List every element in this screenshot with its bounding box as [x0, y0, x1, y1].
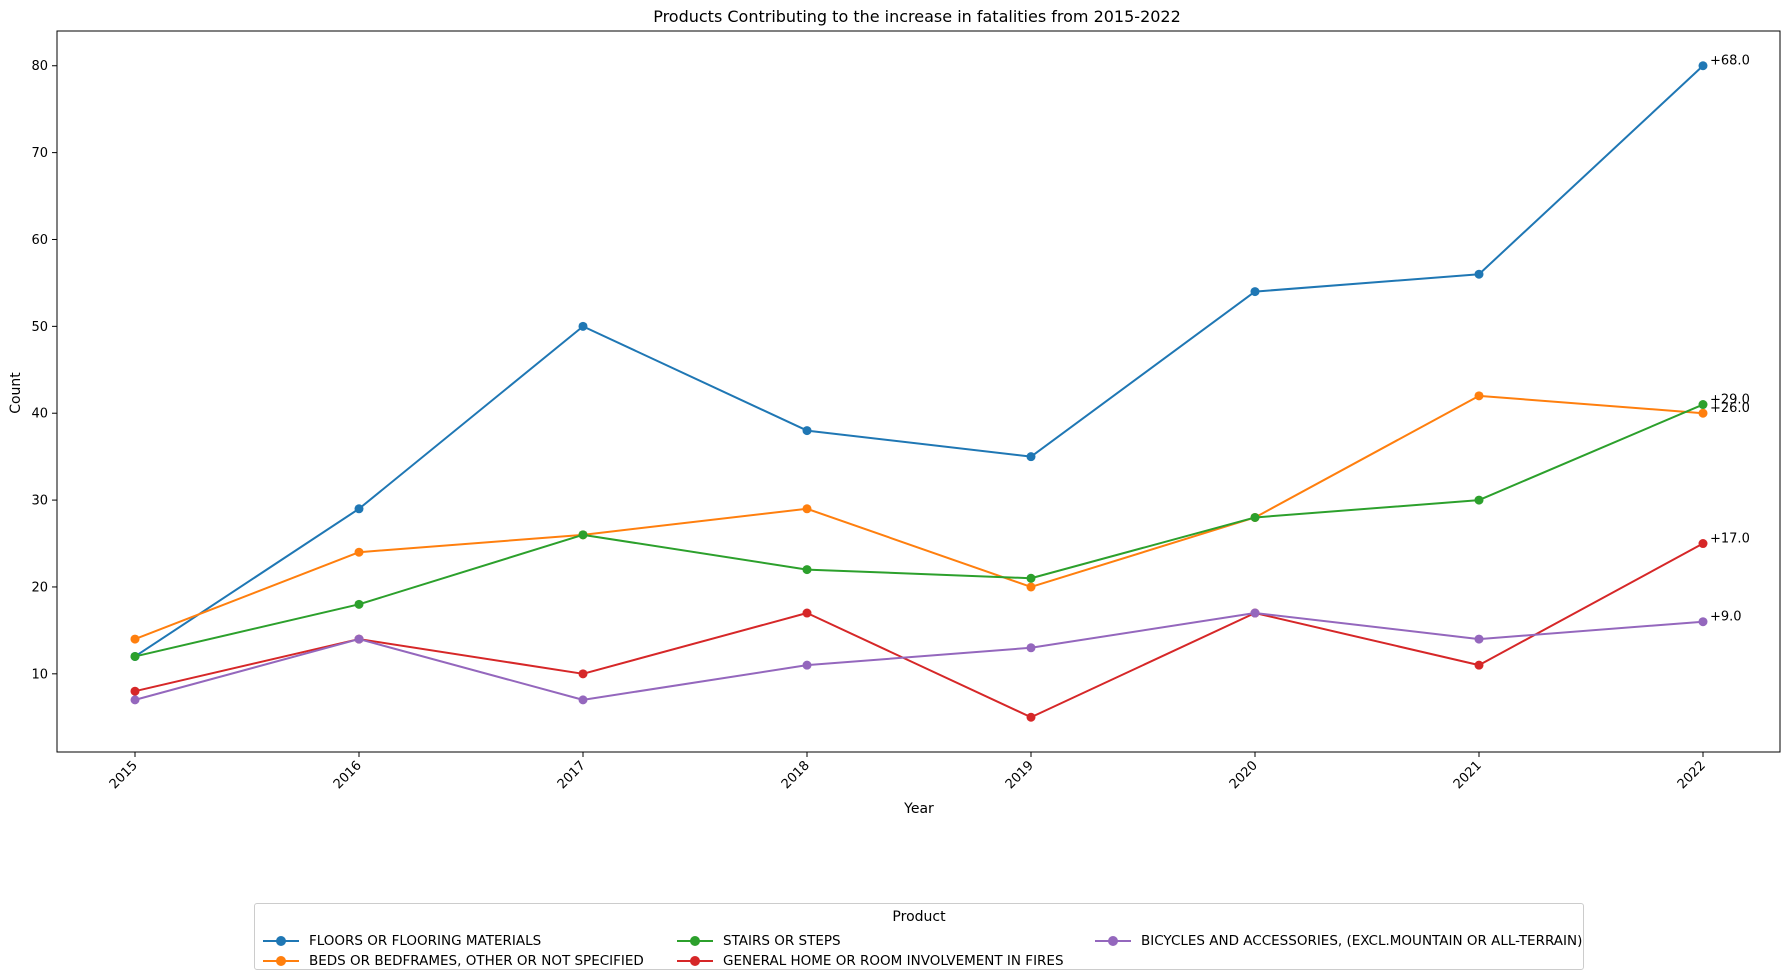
- data-point: [802, 608, 812, 618]
- y-tick-label: 80: [31, 59, 48, 74]
- y-tick-label: 10: [31, 667, 48, 682]
- y-axis-title: Count: [8, 372, 24, 414]
- data-point: [354, 547, 364, 557]
- data-point: [1698, 400, 1708, 410]
- series-line: [134, 394, 1704, 641]
- data-point: [354, 599, 364, 609]
- data-point: [1250, 512, 1260, 522]
- x-tick-label: 2021: [1451, 758, 1485, 792]
- x-tick-label: 2018: [779, 758, 813, 792]
- data-point: [1026, 712, 1036, 722]
- legend-label: FLOORS OR FLOORING MATERIALS: [309, 933, 542, 949]
- change-annotation: +17.0: [1710, 532, 1750, 547]
- legend-swatch: [677, 955, 713, 967]
- data-point: [1474, 660, 1484, 670]
- series-line: [134, 65, 1704, 658]
- legend-label: BEDS OR BEDFRAMES, OTHER OR NOT SPECIFIE…: [309, 953, 644, 969]
- y-tick-label: 70: [31, 146, 48, 161]
- data-point: [578, 321, 588, 331]
- y-tick-label: 50: [31, 320, 48, 335]
- data-point: [354, 504, 364, 514]
- data-point: [1474, 495, 1484, 505]
- legend-swatch: [1095, 935, 1131, 947]
- data-point: [1026, 643, 1036, 653]
- data-point: [802, 565, 812, 575]
- data-point: [130, 695, 140, 705]
- data-point: [802, 504, 812, 514]
- data-point: [578, 695, 588, 705]
- data-point: [130, 686, 140, 696]
- change-annotation: +9.0: [1710, 610, 1742, 625]
- series-group: [130, 400, 1708, 661]
- data-point: [1474, 634, 1484, 644]
- change-annotation: +26.0: [1710, 401, 1750, 416]
- data-point: [1698, 61, 1708, 71]
- series-line: [134, 612, 1704, 701]
- series-group: [130, 61, 1708, 661]
- x-tick-label: 2016: [331, 758, 365, 792]
- series-layer: [130, 61, 1708, 722]
- x-tick-label: 2022: [1675, 758, 1709, 792]
- legend-item: GENERAL HOME OR ROOM INVOLVEMENT IN FIRE…: [677, 953, 1064, 969]
- y-tick-label: 60: [31, 233, 48, 248]
- data-point: [354, 634, 364, 644]
- data-point: [1250, 287, 1260, 297]
- x-axis: 2015 2016 2017 2018 2019 2020 2021 2022: [107, 752, 1709, 792]
- legend: Product FLOORS OR FLOORING MATERIALS BEDS…: [254, 903, 1584, 970]
- data-point: [130, 634, 140, 644]
- x-tick-label: 2015: [107, 758, 141, 792]
- legend-item: STAIRS OR STEPS: [677, 933, 841, 949]
- legend-item: FLOORS OR FLOORING MATERIALS: [263, 933, 541, 949]
- legend-item: BEDS OR BEDFRAMES, OTHER OR NOT SPECIFIE…: [263, 953, 644, 969]
- legend-swatch: [263, 955, 299, 967]
- y-tick-label: 20: [31, 580, 48, 595]
- data-point: [1026, 582, 1036, 592]
- data-point: [1474, 391, 1484, 401]
- data-point: [1698, 539, 1708, 549]
- data-point: [1698, 617, 1708, 627]
- series-group: [130, 391, 1708, 644]
- x-tick-label: 2020: [1227, 758, 1261, 792]
- data-point: [578, 669, 588, 679]
- data-point: [578, 530, 588, 540]
- legend-label: GENERAL HOME OR ROOM INVOLVEMENT IN FIRE…: [723, 953, 1064, 969]
- series-line: [134, 542, 1704, 719]
- legend-title: Product: [892, 909, 946, 925]
- y-tick-label: 30: [31, 494, 48, 509]
- legend-item: BICYCLES AND ACCESSORIES, (EXCL.MOUNTAIN…: [1095, 933, 1582, 949]
- x-tick-label: 2017: [555, 758, 589, 792]
- series-group: [130, 539, 1708, 722]
- data-point: [130, 651, 140, 661]
- data-point: [1698, 408, 1708, 418]
- data-point: [1250, 608, 1260, 618]
- change-annotation: +68.0: [1710, 54, 1750, 69]
- x-tick-label: 2019: [1003, 758, 1037, 792]
- series-line: [134, 403, 1704, 658]
- data-point: [1026, 573, 1036, 583]
- chart-title: Products Contributing to the increase in…: [653, 7, 1181, 26]
- series-group: [130, 608, 1708, 705]
- data-point: [1026, 452, 1036, 462]
- legend-label: BICYCLES AND ACCESSORIES, (EXCL.MOUNTAIN…: [1141, 933, 1583, 949]
- y-tick-label: 40: [31, 407, 48, 422]
- plot-frame: [56, 30, 1781, 753]
- data-point: [1474, 269, 1484, 279]
- legend-swatch: [677, 935, 713, 947]
- data-point: [802, 660, 812, 670]
- x-axis-title: Year: [903, 801, 934, 817]
- legend-swatch: [263, 935, 299, 947]
- annotation-layer: +68.0 +26.0+29.0 +17.0 +9.0: [1710, 54, 1750, 625]
- data-point: [802, 426, 812, 436]
- legend-label: STAIRS OR STEPS: [723, 933, 841, 949]
- y-axis: 10 20 30 40 50 60 70 80: [31, 59, 57, 682]
- change-annotation: +29.0: [1710, 393, 1750, 408]
